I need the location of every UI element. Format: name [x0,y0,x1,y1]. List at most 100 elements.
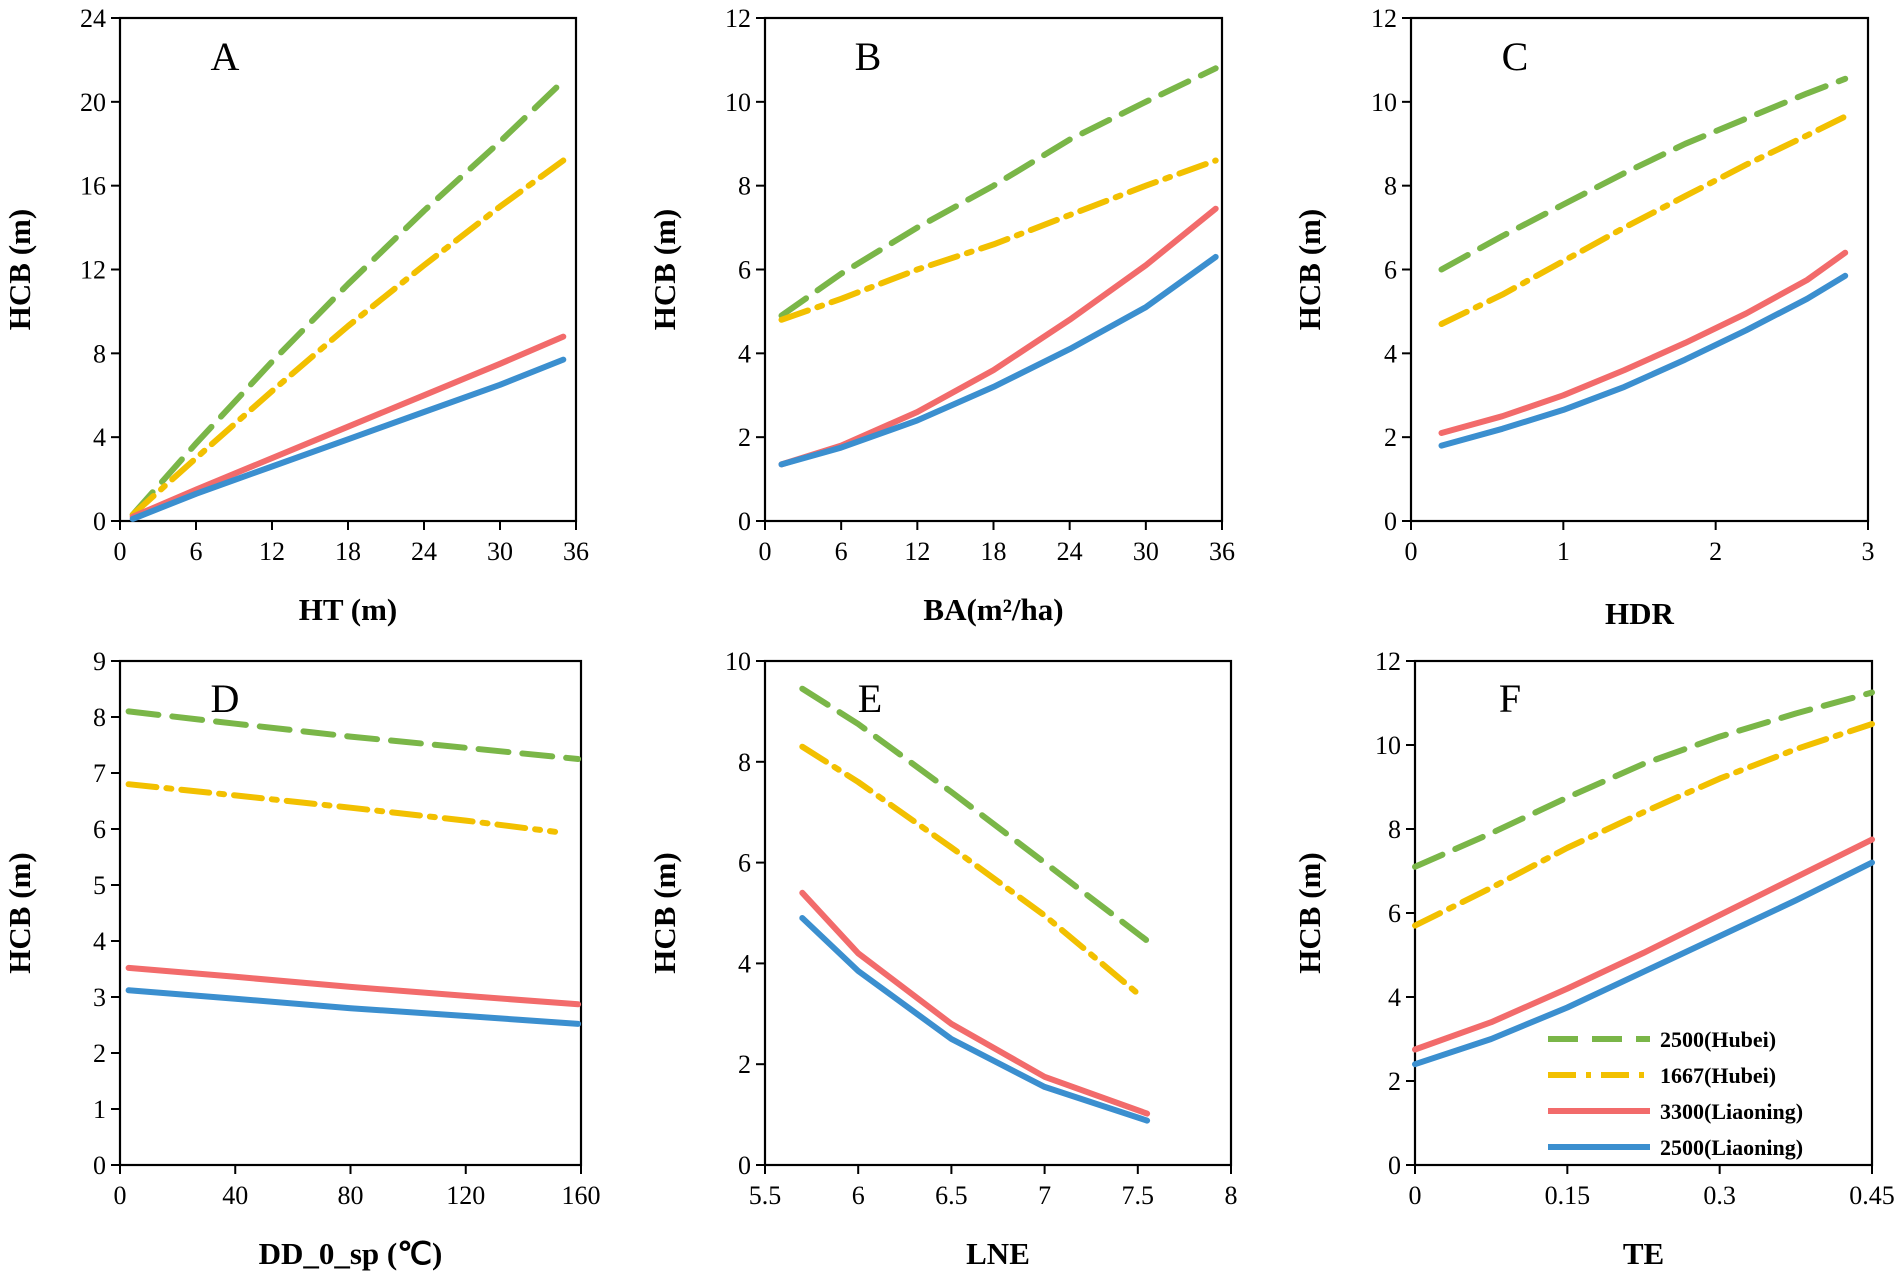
x-tick-label: 0 [1405,537,1418,566]
series-line-1667-hubei [125,781,559,835]
y-tick-label: 12 [1375,647,1401,676]
x-tick-label: 36 [563,537,589,566]
series-line-2500-hubei [1438,75,1849,273]
y-tick-label: 3 [93,983,106,1012]
y-tick-label: 2 [738,423,751,452]
y-tick-label: 12 [1371,4,1397,33]
y-tick-label: 4 [738,339,751,368]
legend-label: 3300(Liaoning) [1660,1099,1803,1124]
y-tick-label: 10 [725,88,751,117]
y-tick-label: 0 [738,1151,751,1180]
y-axis-title: HCB (m) [1292,209,1327,330]
x-tick-label: 6.5 [935,1181,968,1210]
x-tick-label: 0 [1409,1181,1422,1210]
y-tick-label: 0 [1388,1151,1401,1180]
y-tick-label: 10 [725,647,751,676]
y-axis-title: HCB (m) [647,209,682,330]
chart-panel-f: 0 0.15 0.3 0.45 0 2 4 6 8 10 12 TE HCB (m) F 2500(Hube… [1292,647,1895,1271]
x-tick-label: 3 [1862,537,1875,566]
x-tick-label: 0 [114,537,127,566]
x-tick-label: 18 [981,537,1007,566]
series-line-2500-liaoning [129,356,567,522]
x-tick-label: 6 [852,1181,865,1210]
series-line-3300-liaoning [129,333,567,520]
x-tick-label: 36 [1209,537,1235,566]
x-tick-label: 80 [338,1181,364,1210]
plot-frame [1413,659,1874,1167]
x-tick-label: 160 [562,1181,601,1210]
y-tick-label: 2 [738,1050,751,1079]
y-tick-label: 8 [738,172,751,201]
x-tick-label: 24 [1057,537,1083,566]
chart-panel-e: 5.5 6 6.5 7 7.5 8 0 2 4 6 8 10 LNE HCB (m) E [647,647,1238,1271]
y-tick-label: 12 [725,4,751,33]
y-tick-label: 4 [93,423,106,452]
y-tick-label: 0 [93,1151,106,1180]
series-line-3300-liaoning [778,205,1219,468]
panel-label: E [858,676,882,721]
series-line-3300-liaoning [1412,836,1875,1053]
x-tick-label: 7 [1038,1181,1051,1210]
y-tick-label: 8 [93,339,106,368]
y-tick-label: 2 [1384,423,1397,452]
panel-label: B [855,34,882,79]
y-axis-title: HCB (m) [2,852,37,973]
chart-panel-a: 0 6 12 18 24 30 36 0 4 8 12 16 20 24 HT (m) HCB (m) A [2,4,589,627]
x-tick-label: 5.5 [749,1181,782,1210]
x-axis-title: LNE [966,1236,1030,1271]
legend-label: 2500(Hubei) [1660,1027,1776,1052]
panel-label: A [211,34,240,79]
series-line-1667-hubei [778,157,1219,323]
y-tick-label: 9 [93,647,106,676]
y-tick-label: 0 [738,507,751,536]
y-tick-label: 4 [1384,339,1397,368]
y-tick-label: 8 [93,703,106,732]
x-tick-label: 0.45 [1849,1181,1895,1210]
x-tick-label: 2 [1709,537,1722,566]
x-tick-label: 6 [835,537,848,566]
x-tick-label: 8 [1225,1181,1238,1210]
y-tick-label: 10 [1375,731,1401,760]
x-axis-title: HDR [1605,596,1675,631]
x-tick-label: 1 [1557,537,1570,566]
series-line-2500-hubei [129,77,567,518]
y-tick-label: 8 [738,748,751,777]
x-tick-label: 120 [446,1181,485,1210]
y-tick-label: 20 [80,88,106,117]
series-line-3300-liaoning [799,889,1151,1117]
x-tick-label: 12 [259,537,285,566]
x-tick-label: 0.3 [1703,1181,1736,1210]
legend-label: 1667(Hubei) [1660,1063,1776,1088]
x-tick-label: 6 [190,537,203,566]
y-axis-title: HCB (m) [2,209,37,330]
y-tick-label: 4 [738,949,751,978]
x-tick-label: 30 [487,537,513,566]
series-line-1667-hubei [799,743,1141,997]
x-tick-label: 12 [904,537,930,566]
panel-label: D [211,676,240,721]
legend-label: 2500(Liaoning) [1660,1135,1803,1160]
x-tick-label: 24 [411,537,437,566]
plot-frame [118,16,578,523]
x-tick-label: 18 [335,537,361,566]
y-tick-label: 2 [1388,1067,1401,1096]
series-line-2500-liaoning [125,987,582,1027]
y-tick-label: 0 [93,507,106,536]
x-axis-title: TE [1623,1236,1664,1271]
y-tick-label: 6 [1388,899,1401,928]
panel-label: C [1502,34,1529,79]
series-line-2500-liaoning [1412,859,1875,1068]
series-line-2500-hubei [799,685,1151,944]
y-tick-label: 2 [93,1039,106,1068]
series-line-1667-hubei [129,157,567,518]
x-tick-label: 0.15 [1545,1181,1591,1210]
y-tick-label: 4 [93,927,106,956]
y-tick-label: 5 [93,871,106,900]
series-line-3300-liaoning [1438,249,1849,436]
series-line-2500-hubei [125,708,582,762]
x-tick-label: 0 [759,537,772,566]
x-axis-title: DD_0_sp (℃) [259,1236,443,1271]
y-tick-label: 8 [1388,815,1401,844]
